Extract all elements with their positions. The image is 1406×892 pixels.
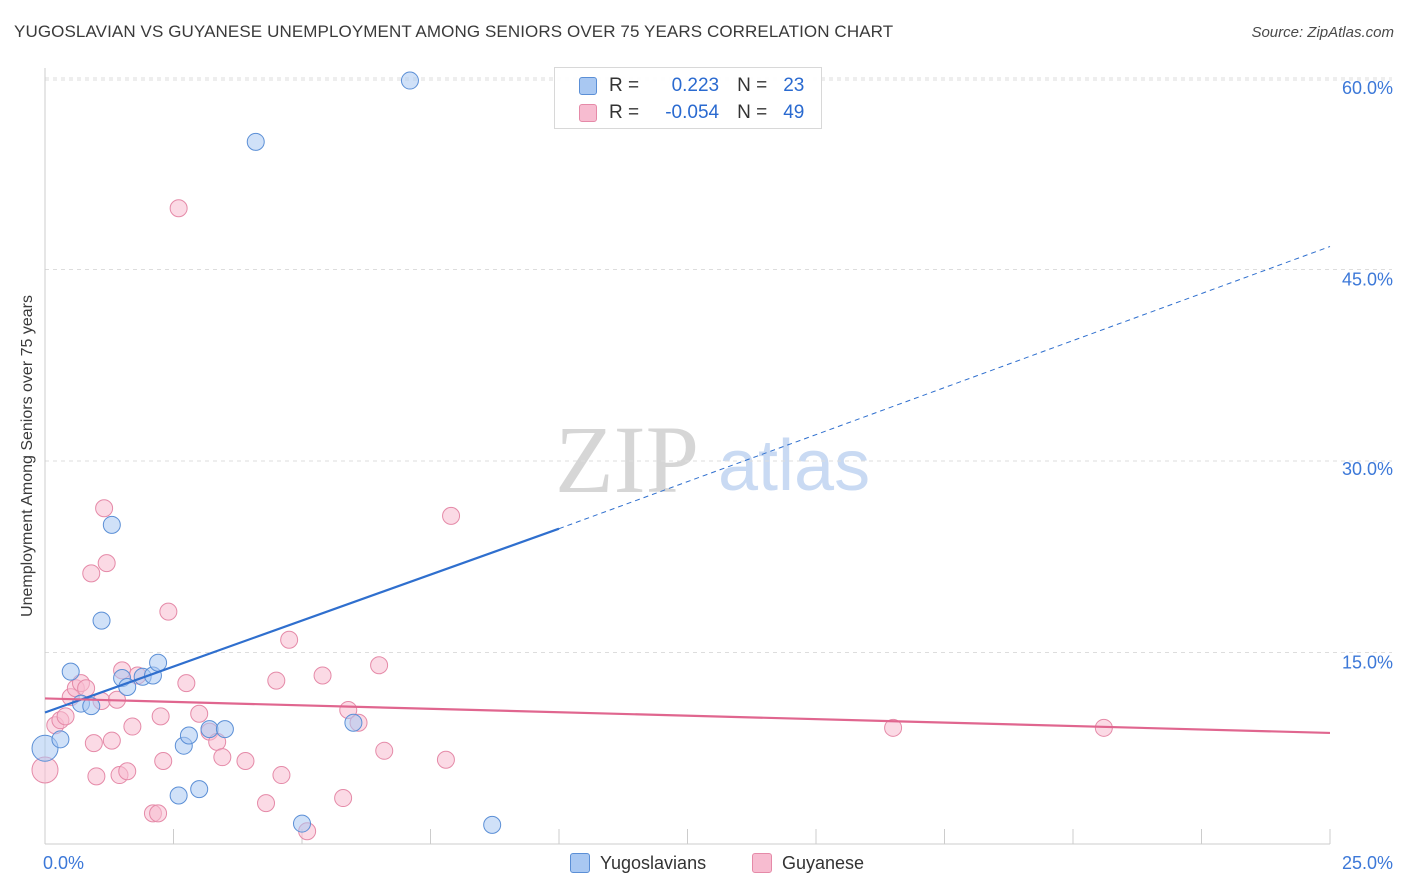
y-tick-label: 15.0% (1342, 653, 1393, 673)
data-point (149, 653, 168, 672)
data-point (375, 741, 394, 760)
data-point (442, 506, 461, 525)
data-point (483, 815, 502, 834)
data-point (95, 499, 114, 518)
data-point (87, 767, 106, 786)
trend-lines (44, 246, 1331, 735)
y-axis-label: Unemployment Among Seniors over 75 years (19, 295, 36, 617)
legend-row-guyanese: R = -0.054 N = 49 (579, 101, 804, 125)
legend-r-label: R = (609, 75, 640, 96)
data-point (293, 814, 311, 833)
data-point (123, 717, 142, 736)
legend-n-value: 49 (783, 102, 805, 123)
legend-n-label: N = (737, 75, 768, 96)
tick-labels: 15.0% 30.0% 45.0% 60.0% 0.0% 25.0% (43, 78, 1393, 873)
data-point (313, 666, 332, 685)
series-swatch-blue (570, 853, 590, 873)
data-point (56, 707, 75, 726)
series-legend-guyanese: Guyanese (752, 851, 864, 875)
watermark-zip: ZIP (555, 406, 699, 513)
legend-r-label: R = (609, 102, 640, 123)
data-point (118, 762, 137, 781)
data-point (169, 199, 188, 218)
data-point (177, 674, 196, 693)
legend-n-value: 23 (783, 75, 805, 96)
x-tick-label: 0.0% (43, 853, 84, 873)
series-name: Guyanese (782, 852, 865, 873)
data-point (149, 804, 168, 823)
data-point (31, 734, 59, 762)
data-point (190, 704, 209, 723)
data-point (200, 720, 219, 739)
series-legend-yugoslavians: Yugoslavians (570, 851, 706, 875)
y-tick-label: 60.0% (1342, 78, 1393, 98)
legend-r-value: -0.054 (665, 102, 720, 123)
data-point (436, 750, 455, 769)
legend-swatch-blue (579, 77, 597, 95)
data-point (179, 726, 198, 745)
y-tick-label: 30.0% (1342, 459, 1393, 479)
data-point (213, 748, 232, 767)
data-point (884, 718, 903, 737)
data-point (272, 766, 291, 785)
x-tick-label: 25.0% (1342, 853, 1393, 873)
data-point (370, 656, 389, 675)
data-point (169, 786, 188, 805)
data-point (51, 730, 70, 749)
watermark: ZIP atlas (555, 406, 870, 513)
legend-r-value: 0.223 (671, 75, 720, 96)
trend-line-yugoslavians (44, 527, 560, 714)
stats-legend: R = 0.223 N = 23 R = -0.054 N = 49 (554, 67, 822, 129)
trend-line-yugoslavians-extension (558, 246, 1331, 530)
data-point (82, 697, 101, 716)
gridlines (45, 77, 1392, 653)
data-point (102, 731, 121, 750)
source-label: Source: ZipAtlas.com (1251, 24, 1394, 41)
legend-row-yugoslavians: R = 0.223 N = 23 (579, 74, 804, 98)
legend-n-label: N = (737, 102, 768, 123)
data-point (344, 713, 363, 732)
data-point (97, 554, 116, 573)
data-point (236, 752, 255, 771)
watermark-atlas: atlas (718, 426, 870, 506)
data-point (280, 630, 299, 649)
data-point (267, 671, 286, 690)
data-point (246, 132, 265, 151)
data-point (159, 602, 178, 621)
guyanese-points (31, 199, 1113, 841)
data-point (61, 662, 80, 681)
data-point (215, 720, 234, 739)
data-point (400, 71, 419, 90)
series-name: Yugoslavians (600, 852, 707, 873)
legend-swatch-pink (579, 104, 597, 122)
data-point (334, 789, 353, 808)
yugoslavian-points (31, 71, 502, 834)
data-point (84, 734, 103, 753)
trend-line-guyanese (44, 697, 1331, 735)
data-point (190, 780, 209, 799)
data-point (82, 564, 101, 583)
data-point (92, 611, 111, 630)
data-point (151, 707, 170, 726)
y-tick-label: 45.0% (1342, 270, 1393, 290)
data-point (77, 679, 96, 698)
data-point (257, 794, 276, 813)
data-point (154, 752, 173, 771)
data-point (102, 515, 121, 534)
chart-title: YUGOSLAVIAN VS GUYANESE UNEMPLOYMENT AMO… (14, 22, 894, 41)
series-swatch-pink (752, 853, 772, 873)
